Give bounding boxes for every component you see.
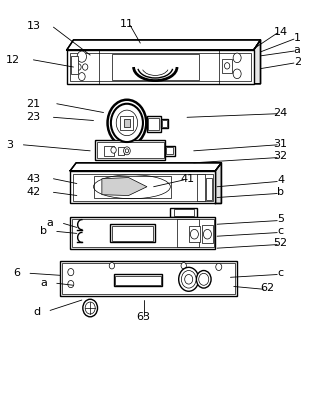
Circle shape [109, 263, 115, 269]
Polygon shape [254, 40, 261, 84]
Circle shape [68, 269, 74, 276]
Text: 32: 32 [274, 151, 288, 162]
Bar [70, 217, 215, 249]
Circle shape [82, 64, 88, 70]
Bar [170, 208, 197, 217]
Circle shape [190, 229, 198, 239]
Circle shape [181, 271, 196, 288]
Text: 62: 62 [260, 283, 274, 293]
Bar [124, 119, 130, 127]
Bar [112, 54, 199, 80]
Text: a: a [40, 278, 47, 288]
Text: c: c [278, 268, 284, 279]
Circle shape [181, 263, 186, 269]
Circle shape [125, 149, 129, 153]
Bar [120, 116, 133, 130]
Circle shape [224, 63, 230, 69]
Circle shape [76, 64, 81, 70]
Bar [166, 147, 173, 154]
Text: d: d [33, 307, 40, 317]
Bar [148, 118, 159, 130]
Text: b: b [40, 226, 47, 237]
Text: 13: 13 [26, 21, 40, 31]
Ellipse shape [94, 175, 170, 199]
Bar [110, 224, 155, 242]
Bar [197, 174, 205, 201]
Text: 6: 6 [13, 268, 20, 279]
Text: 41: 41 [180, 174, 194, 184]
Text: 12: 12 [6, 55, 20, 65]
Polygon shape [67, 40, 261, 50]
Bar [94, 176, 171, 198]
Bar [147, 116, 161, 132]
Circle shape [185, 275, 193, 284]
Circle shape [111, 147, 116, 153]
Circle shape [124, 147, 130, 155]
Text: b: b [277, 187, 284, 198]
Text: 24: 24 [274, 107, 288, 118]
Bar [60, 261, 237, 296]
Polygon shape [215, 163, 221, 203]
Bar [177, 219, 199, 247]
Text: 52: 52 [274, 238, 288, 249]
Circle shape [116, 110, 138, 136]
Bar [104, 146, 114, 156]
Circle shape [108, 100, 146, 146]
Bar [97, 142, 164, 158]
Bar [222, 59, 232, 73]
Circle shape [233, 69, 241, 79]
Text: 2: 2 [294, 57, 301, 67]
Text: 4: 4 [277, 175, 284, 186]
Bar [118, 147, 124, 155]
Bar [189, 226, 200, 242]
Text: c: c [278, 226, 284, 237]
Text: 1: 1 [294, 33, 301, 43]
Circle shape [196, 271, 211, 288]
Bar [72, 219, 214, 247]
Circle shape [203, 229, 211, 239]
Bar [70, 171, 215, 203]
Text: 11: 11 [120, 19, 134, 29]
Circle shape [216, 263, 222, 271]
Bar [174, 209, 194, 216]
Circle shape [233, 53, 241, 63]
Bar [112, 226, 153, 241]
Bar [67, 50, 254, 84]
Bar [114, 274, 162, 286]
Bar [95, 140, 165, 160]
Polygon shape [102, 178, 147, 196]
Bar [70, 53, 250, 81]
Text: 14: 14 [274, 27, 288, 37]
Text: 63: 63 [137, 312, 151, 322]
Bar [73, 174, 213, 201]
Circle shape [179, 267, 199, 291]
Text: 5: 5 [277, 214, 284, 225]
Circle shape [68, 280, 74, 288]
Text: 42: 42 [26, 187, 40, 198]
Text: 21: 21 [26, 99, 40, 109]
Circle shape [111, 104, 143, 142]
Polygon shape [70, 163, 221, 171]
Circle shape [85, 302, 95, 314]
Bar [71, 56, 78, 74]
Text: 31: 31 [274, 138, 288, 149]
Circle shape [77, 51, 87, 62]
Text: 23: 23 [26, 112, 40, 122]
Bar [161, 119, 168, 128]
Bar [162, 120, 167, 127]
Circle shape [83, 299, 98, 317]
Circle shape [199, 273, 209, 285]
Text: 43: 43 [26, 174, 40, 184]
Text: 3: 3 [7, 140, 13, 150]
Text: a: a [47, 218, 53, 229]
Bar [202, 225, 213, 243]
Bar [62, 263, 235, 294]
Bar [206, 178, 212, 200]
Bar [165, 146, 175, 156]
Circle shape [78, 73, 85, 81]
Bar [115, 276, 161, 285]
Text: a: a [294, 45, 301, 55]
